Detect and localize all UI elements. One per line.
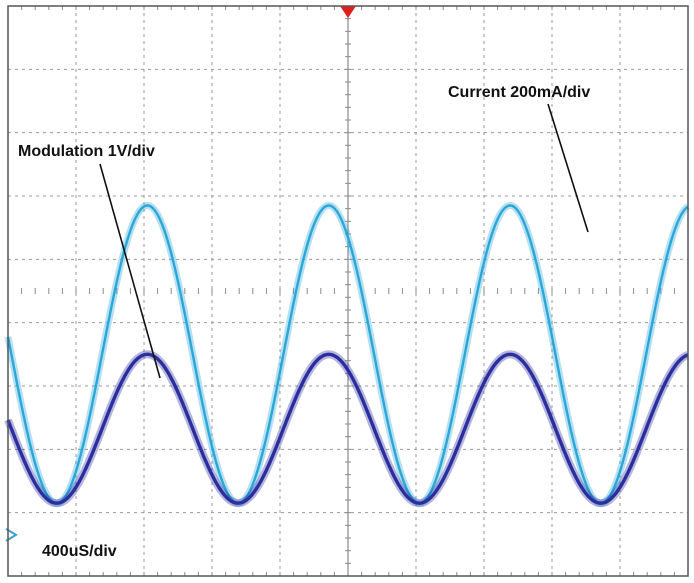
trace-modulation [6, 352, 689, 505]
waveform-traces [4, 202, 691, 508]
current-series-label: Current 200mA/div [448, 84, 590, 101]
modulation-series-label: Modulation 1V/div [18, 143, 155, 160]
channel-ground-marker [5, 527, 18, 542]
plot-frame [7, 5, 689, 577]
timebase-label: 400uS/div [42, 543, 117, 560]
modulation-label-leader [99, 163, 161, 379]
trigger-position-marker [340, 6, 356, 18]
trace-current [6, 204, 689, 505]
scope-markers [5, 6, 356, 542]
current-label-leader [547, 103, 589, 233]
